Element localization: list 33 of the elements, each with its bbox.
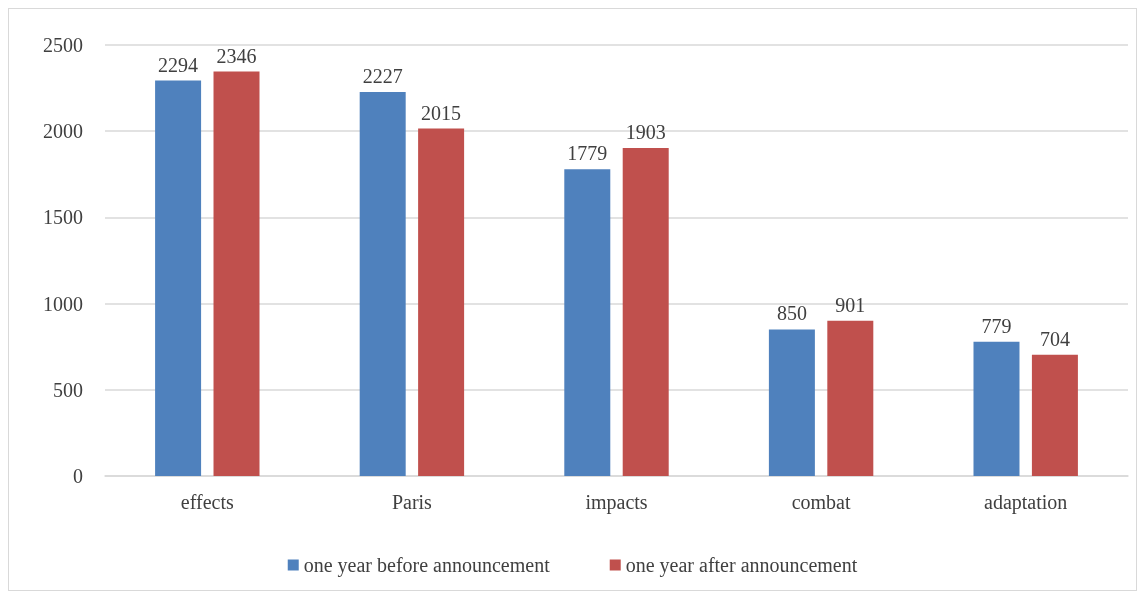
y-tick-label: 1000	[43, 292, 83, 315]
legend-label: one year after announcement	[625, 554, 858, 577]
data-label: 2346	[216, 44, 257, 67]
x-tick-label: impacts	[585, 491, 648, 514]
bar	[155, 80, 202, 476]
y-tick-label: 500	[53, 378, 83, 401]
bar	[768, 329, 815, 476]
data-label: 704	[1039, 327, 1070, 350]
legend-label: one year before announcement	[303, 554, 551, 577]
bar	[418, 128, 465, 476]
y-tick-label: 2500	[43, 34, 83, 56]
bar	[359, 92, 406, 476]
bar	[213, 71, 260, 476]
data-label: 1903	[625, 120, 666, 143]
data-label: 850	[776, 302, 807, 325]
y-tick-label: 0	[73, 465, 83, 487]
bar	[973, 341, 1020, 476]
data-label: 2294	[158, 53, 199, 76]
x-tick-label: combat	[791, 491, 851, 513]
bar	[622, 147, 669, 476]
bar	[827, 320, 874, 476]
data-label: 1779	[567, 142, 608, 165]
data-label: 2015	[421, 101, 462, 124]
data-label: 779	[981, 314, 1012, 337]
y-tick-label: 2000	[43, 120, 83, 143]
x-tick-label: Paris	[391, 491, 433, 513]
x-tick-label: adaptation	[984, 491, 1068, 514]
y-tick-label: 1500	[43, 206, 83, 229]
data-label: 901	[835, 293, 866, 316]
bar	[1031, 354, 1078, 476]
data-label: 2227	[362, 65, 403, 88]
x-tick-label: effects	[180, 491, 234, 513]
bar	[564, 169, 611, 476]
